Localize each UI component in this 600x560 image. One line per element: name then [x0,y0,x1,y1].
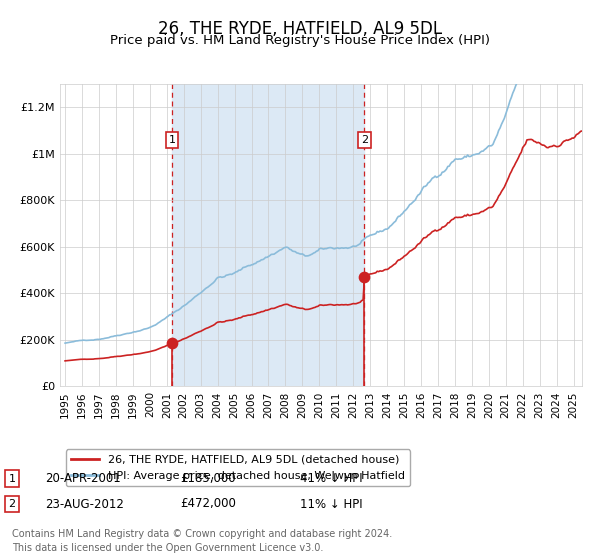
Text: 11% ↓ HPI: 11% ↓ HPI [300,497,362,511]
Point [167,339,176,348]
Text: 2: 2 [8,499,16,509]
Text: 1: 1 [8,474,16,484]
Text: £185,000: £185,000 [180,472,236,486]
Text: Contains HM Land Registry data © Crown copyright and database right 2024.: Contains HM Land Registry data © Crown c… [12,529,392,539]
Text: 2: 2 [361,135,368,145]
Bar [172,84,364,386]
Text: This data is licensed under the Open Government Licence v3.0.: This data is licensed under the Open Gov… [12,543,323,553]
Text: 20-APR-2001: 20-APR-2001 [45,472,121,486]
Text: 41% ↓ HPI: 41% ↓ HPI [300,472,362,486]
Text: £472,000: £472,000 [180,497,236,511]
Text: 26, THE RYDE, HATFIELD, AL9 5DL: 26, THE RYDE, HATFIELD, AL9 5DL [158,20,442,38]
Point [359,272,369,281]
Text: Price paid vs. HM Land Registry's House Price Index (HPI): Price paid vs. HM Land Registry's House … [110,34,490,46]
Legend: 26, THE RYDE, HATFIELD, AL9 5DL (detached house), HPI: Average price, detached h: 26, THE RYDE, HATFIELD, AL9 5DL (detache… [65,450,410,486]
Text: 23-AUG-2012: 23-AUG-2012 [45,497,124,511]
Text: 1: 1 [169,135,175,145]
